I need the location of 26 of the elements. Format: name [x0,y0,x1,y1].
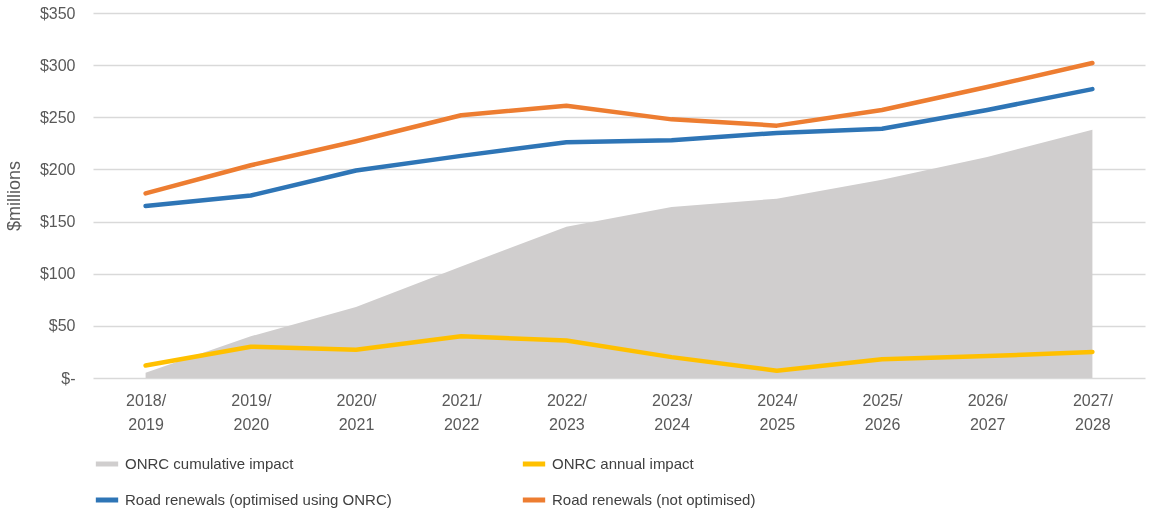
x-tick-label: 2023/ 2024 [652,391,693,433]
y-tick-label: $150 [39,213,76,231]
y-tick-label: $300 [39,56,76,74]
legend-label: Road renewals (not optimised) [552,491,756,508]
y-tick-label: $350 [39,4,76,22]
line-series [143,334,1095,373]
y-tick-label: $250 [39,108,76,126]
line-series [143,60,1095,196]
x-tick-label: 2018/ 2019 [126,391,167,433]
y-tick-label: $200 [39,160,76,178]
y-tick-label: $100 [39,265,76,283]
legend-label: ONRC cumulative impact [125,455,295,472]
x-tick-label: 2022/ 2023 [546,391,588,433]
y-tick-label: $- [61,369,76,387]
x-tick-label: 2027/ 2028 [1072,391,1114,433]
y-tick-label: $50 [48,317,76,335]
x-tick-label: 2021/ 2022 [441,391,483,433]
line-series [143,86,1095,209]
x-tick-label: 2020/ 2021 [336,391,378,433]
y-axis-title: $millions [3,160,24,232]
legend-label: Road renewals (optimised using ONRC) [125,491,392,508]
x-tick-label: 2019/ 2020 [231,391,272,433]
legend-label: ONRC annual impact [552,455,695,472]
x-tick-label: 2025/ 2026 [862,391,904,433]
x-tick-label: 2024/ 2025 [757,391,798,433]
x-tick-label: 2026/ 2027 [967,391,1009,433]
